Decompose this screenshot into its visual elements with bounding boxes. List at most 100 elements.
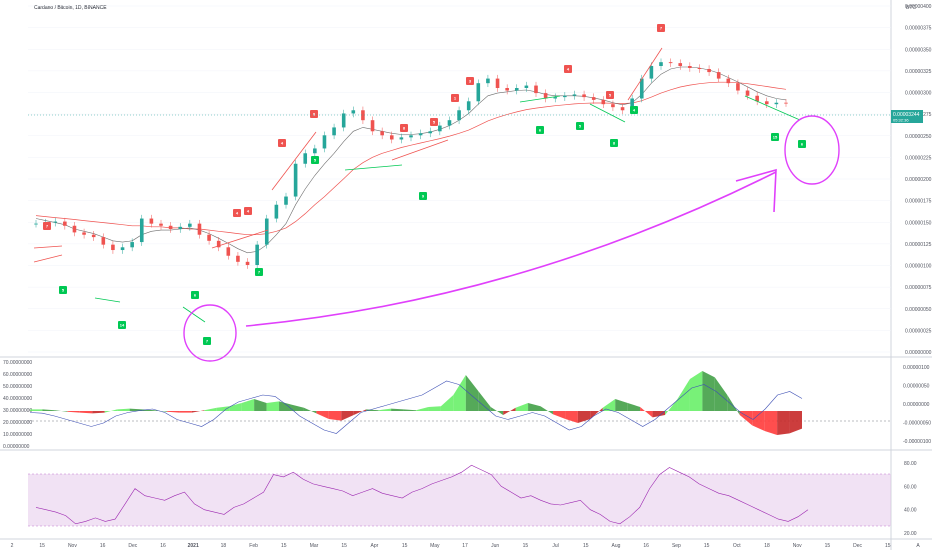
sell-marker-label: 3 [469,79,472,84]
candle-body [399,137,404,140]
momentum-bar [341,411,354,421]
time-tick-label: Jul [552,543,558,549]
momentum-bar [515,403,529,411]
candle-body [438,125,442,132]
candle-body [678,63,683,67]
momentum-bar [166,411,180,413]
buy-marker [610,139,618,147]
momentum-bar [652,411,666,418]
candle-body [649,66,654,79]
momentum-bar [104,409,118,413]
candle-body [639,78,644,99]
candle-body [389,135,394,140]
candle-body [466,101,471,111]
time-tick-label: 15 [402,543,408,549]
candle-body [149,218,154,224]
time-axis[interactable]: 2 15 Nov 16 Dec 16 2021 18 Feb 15 Mar 15 Apr 15 May 17 J… [11,543,921,549]
momentum-bar [552,411,566,419]
price-tick-label: 0.00000375 [905,26,932,32]
candle-body [755,95,759,102]
time-tick-label: 18 [764,543,770,549]
momentum-left-tick: 70.00000000 [3,360,32,366]
time-tick-label: 16 [643,543,649,549]
momentum-bar [291,404,304,411]
buy-marker [191,291,199,299]
time-tick-label: Dec [853,543,862,549]
candle-body [716,72,721,79]
candle-body [341,113,346,128]
buy-marker-label: 9 [422,194,425,199]
rsi-path [35,464,809,525]
candle-body [370,120,375,132]
sell-marker-label: 4 [247,209,250,214]
momentum-bar [503,407,516,415]
rsi-tick-label: 20.00 [904,531,917,537]
momentum-bar [279,401,292,411]
momentum-bar [752,411,765,431]
price-tick-label: 0.00000075 [905,285,932,291]
price-axis[interactable]: 0.00000400 0.00000375 0.00000350 0.00000325… [905,4,932,356]
candle-body [82,232,86,235]
buy-marker-label: 15 [773,135,778,140]
sell-marker [233,209,241,217]
buy-marker [798,140,806,148]
candle-body [745,90,750,96]
rsi-band [28,474,891,526]
momentum-right-axis: 0.00000100 0.00000050 0.00000000 -0.0000005… [903,365,931,445]
time-tick-label: 18 [221,543,227,549]
price-tick-label: 0.00000225 [905,155,932,161]
candle-body [409,135,413,138]
buy-marker [771,133,779,141]
candle-body [91,234,96,238]
buy-marker [419,192,427,200]
momentum-bar [478,391,491,411]
buy-marker [59,286,67,294]
candle-body [361,110,365,121]
sell-marker [310,110,318,118]
candle-body [168,225,173,230]
candle-body [207,234,211,241]
buy-marker-label: 5 [62,288,65,293]
momentum-bar [42,409,55,411]
buy-marker [576,122,584,130]
candle-body [495,78,500,89]
time-tick-label: 15 [825,543,831,549]
candle-body [284,196,288,205]
buy-marker-label: 6 [801,142,804,147]
sell-marker [564,65,572,73]
trendline [391,139,449,161]
buy-marker [255,268,263,276]
candle-body [216,240,221,248]
candle-body [668,62,673,64]
candle-body [226,247,231,256]
candle-body [543,93,548,99]
momentum-bar [764,411,778,435]
candle-body [601,99,606,105]
momentum-bar [216,406,230,411]
time-tick-label: 15 [341,543,347,549]
candle-body [486,78,490,84]
candle-body [784,102,788,104]
candle-body [245,261,250,266]
momentum-bar [689,371,703,411]
candle-body [101,237,106,245]
candle-body [130,242,134,248]
candle-body [293,163,298,197]
momentum-left-tick: 20.00000000 [3,420,32,426]
momentum-bar [714,377,728,411]
candle-body [236,255,240,262]
momentum-bar [179,411,192,413]
time-tick-label: Nov [68,543,77,549]
momentum-bar [540,406,553,415]
candle-body [726,78,731,84]
momentum-right-tick: 0.00000050 [903,384,930,390]
buy-marker-label: 14 [120,323,125,328]
momentum-left-axis: 70.00000000 60.00000000 50.00000000 40.0000… [3,360,32,450]
momentum-bar [79,411,93,414]
buy-marker-label: 5 [579,124,582,129]
momentum-bar [453,375,466,411]
buy-marker-label: 6 [194,293,197,298]
sell-marker-label: 7 [46,224,49,229]
momentum-bar [117,408,130,411]
candle-body [620,107,625,111]
